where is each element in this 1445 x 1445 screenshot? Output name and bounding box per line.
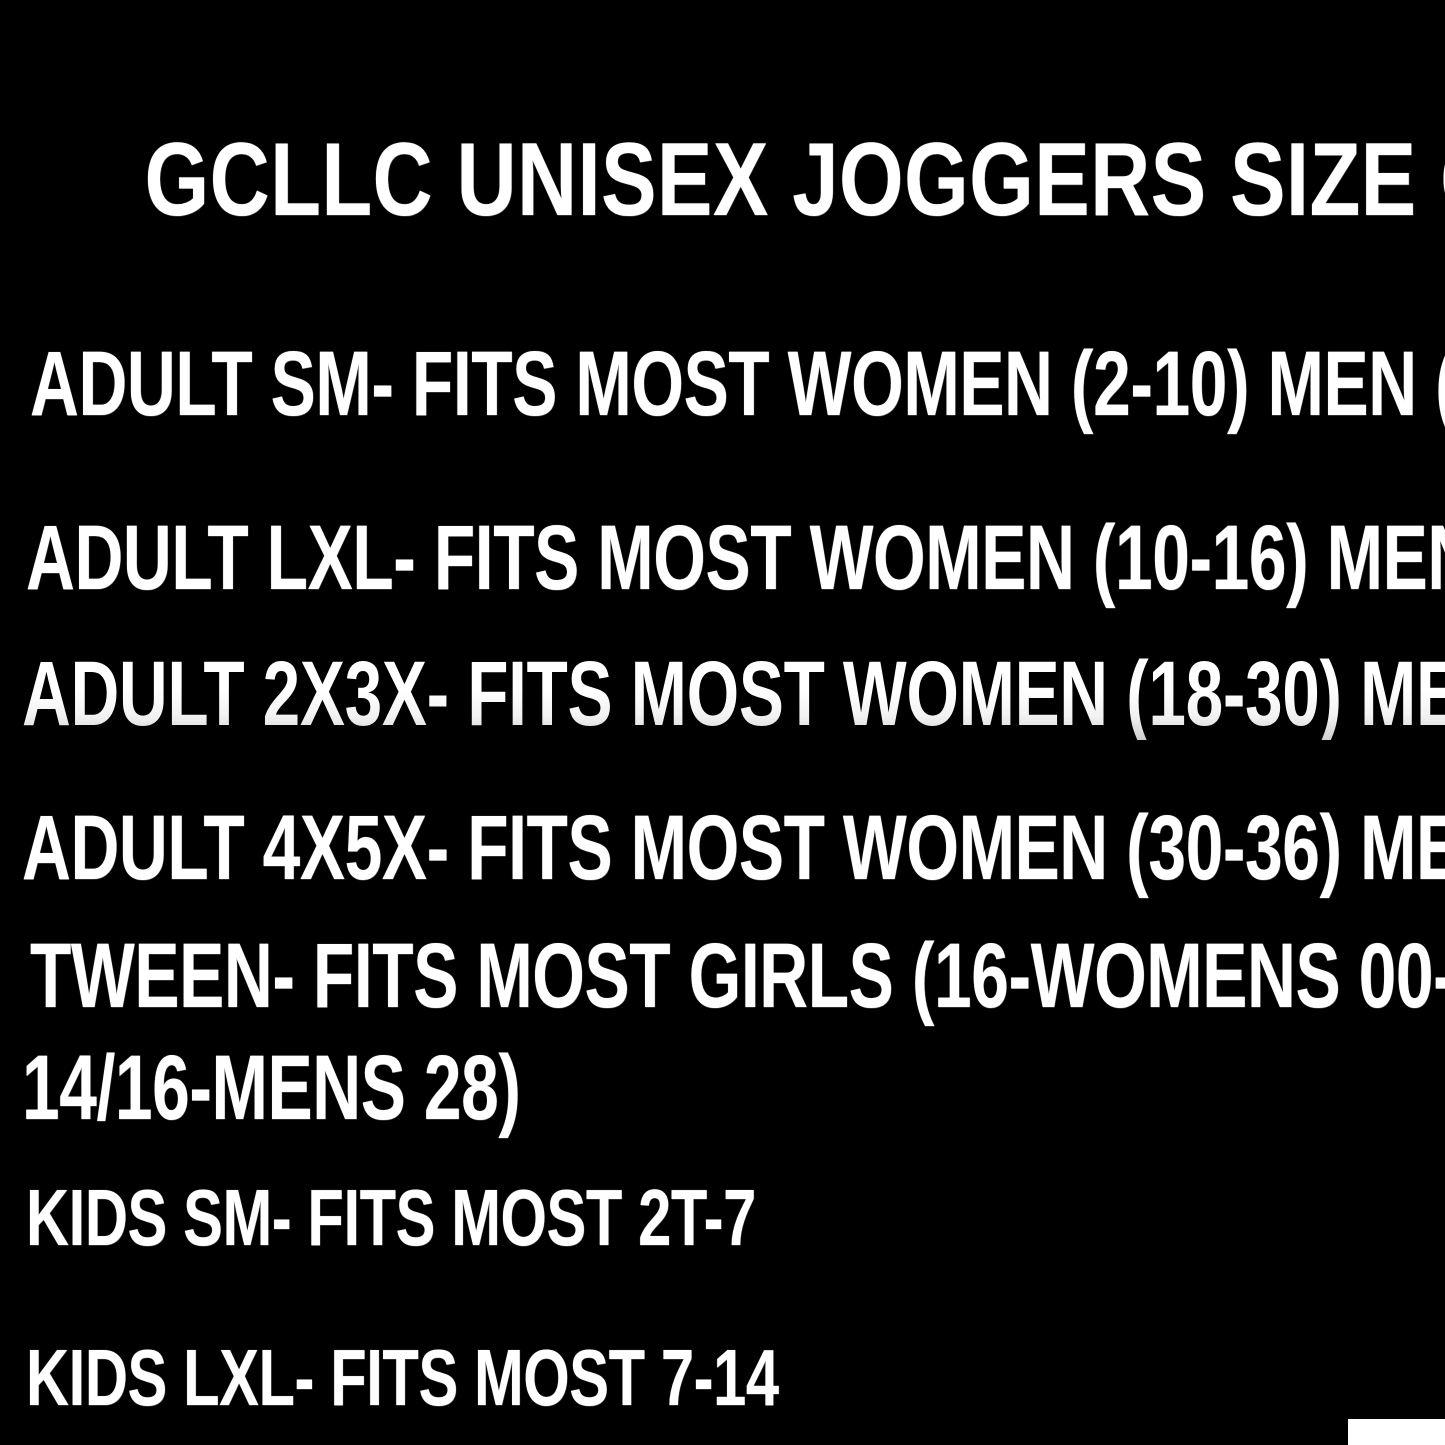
size-row-tween-line-2: 14/16-MENS 28) [22,1037,521,1139]
size-row-adult-sm: ADULT SM- FITS MOST WOMEN (2-10) MEN (28… [30,333,1445,435]
size-row-adult-2x3x: ADULT 2X3X- FITS MOST WOMEN (18-30) MEN … [22,648,1445,740]
size-row-tween-line-1: TWEEN- FITS MOST GIRLS (16-WOMENS 00-2) … [30,925,1445,1027]
size-row-adult-4x5x: ADULT 4X5X- FITS MOST WOMEN (30-36) MEN … [22,797,1445,899]
corner-white-block [1348,1419,1445,1445]
size-row-kids-lxl: KIDS LXL- FITS MOST 7-14 [26,1333,779,1422]
size-row-adult-lxl: ADULT LXL- FITS MOST WOMEN (10-16) MEN (… [26,507,1445,609]
size-row-kids-sm: KIDS SM- FITS MOST 2T-7 [26,1173,756,1262]
page-title: GCLLC UNISEX JOGGERS SIZE CHART [144,122,1445,238]
